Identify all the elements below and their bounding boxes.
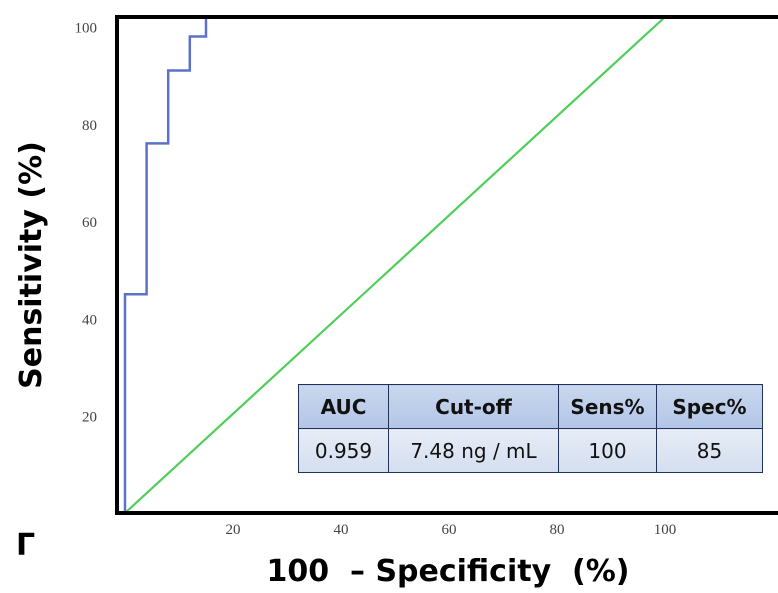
stats-table: AUC Cut-off Sens% Spec% 0.959 7.48 ng / …	[298, 384, 763, 473]
value-cutoff: 7.48 ng / mL	[388, 428, 559, 473]
stats-header-row: AUC Cut-off Sens% Spec%	[298, 384, 763, 429]
x-tick-label: 80	[550, 522, 565, 538]
x-tick-label: 40	[334, 522, 349, 538]
value-sens: 100	[558, 428, 657, 473]
y-tick-label: 40	[82, 312, 97, 328]
roc-curve-line	[123, 17, 208, 513]
stats-value-row: 0.959 7.48 ng / mL 100 85	[298, 428, 763, 473]
y-axis-title: Sensitivity (%)	[14, 141, 49, 389]
x-tick-label: 60	[442, 522, 457, 538]
y-tick-label: 60	[82, 215, 97, 231]
header-sens: Sens%	[558, 384, 657, 429]
value-auc: 0.959	[298, 428, 389, 473]
y-tick-label: 100	[75, 21, 98, 37]
panel-label: Γ	[16, 528, 36, 563]
header-spec: Spec%	[656, 384, 763, 429]
x-tick-label: 100	[654, 522, 677, 538]
value-spec: 85	[656, 428, 763, 473]
x-axis-title: 100 – Specificity (%)	[266, 554, 629, 589]
y-tick-label: 80	[82, 118, 97, 134]
x-tick-label: 20	[226, 522, 241, 538]
header-cutoff: Cut-off	[388, 384, 559, 429]
y-tick-label: 20	[82, 410, 97, 426]
header-auc: AUC	[298, 384, 389, 429]
reference-diagonal-line	[124, 16, 666, 514]
